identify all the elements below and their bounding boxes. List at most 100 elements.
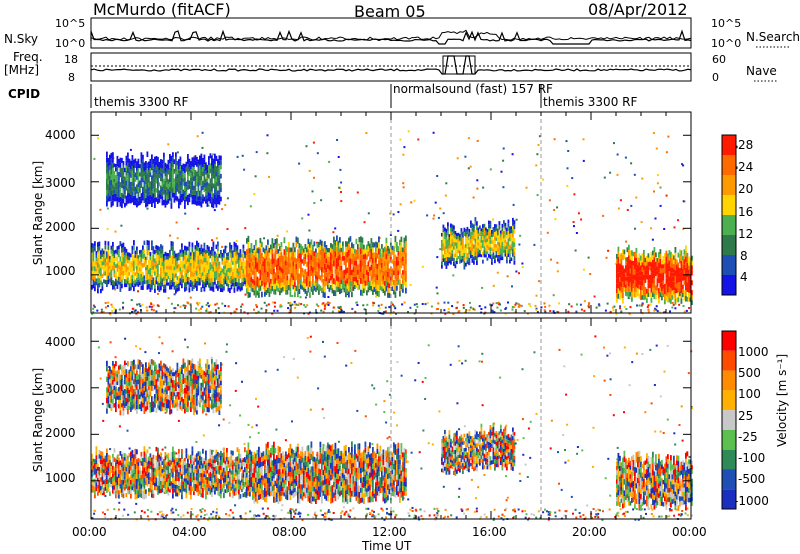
power-echo-cell	[295, 258, 298, 264]
power-speckle	[184, 212, 187, 215]
power-echo-cell	[208, 283, 210, 288]
power-echo-cell	[112, 241, 114, 247]
power-echo-cell	[513, 229, 516, 234]
power-echo-cell	[337, 276, 340, 282]
power-echo-cell	[97, 262, 99, 268]
power-echo-cell	[95, 268, 98, 272]
power-speckle	[566, 167, 569, 170]
power-echo-cell	[241, 261, 243, 266]
power-echo-cell	[145, 263, 147, 267]
power-echo-cell	[316, 257, 319, 262]
power-echo-cell	[253, 275, 256, 281]
power-echo-cell	[476, 260, 478, 265]
power-echo-cell	[128, 271, 131, 276]
power-speckle	[129, 148, 132, 151]
power-speckle	[323, 307, 326, 310]
velocity-speckle	[680, 513, 683, 516]
power-echo-cell	[125, 264, 128, 268]
power-echo-cell	[139, 267, 141, 272]
power-echo-cell	[221, 268, 224, 273]
power-echo-cell	[139, 281, 141, 286]
velocity-speckle	[424, 377, 427, 379]
power-speckle	[472, 196, 475, 199]
power-echo-cell	[203, 257, 206, 263]
power-echo-cell	[218, 280, 221, 285]
power-echo-cell	[184, 287, 186, 292]
power-speckle	[294, 303, 297, 306]
power-echo-cell	[279, 280, 281, 286]
power-speckle	[424, 303, 427, 306]
power-echo-cell	[264, 272, 266, 278]
velocity-speckle	[512, 509, 515, 512]
power-speckle	[518, 304, 521, 307]
power-echo-cell	[280, 277, 283, 283]
power-speckle	[187, 302, 190, 305]
power-echo-cell	[226, 276, 228, 280]
power-echo-cell	[313, 270, 316, 276]
power-speckle	[209, 311, 212, 314]
power-speckle	[421, 265, 424, 268]
power-speckle	[507, 301, 509, 304]
power-echo-cell	[164, 260, 167, 265]
power-echo-cell	[246, 271, 248, 277]
power-echo-cell	[274, 239, 277, 245]
power-echo-cell	[143, 275, 146, 280]
power-speckle	[587, 256, 590, 259]
power-echo-cell	[223, 278, 225, 283]
power-echo-cell	[256, 281, 259, 286]
power-echo-cell	[331, 268, 334, 274]
power-echo-cell	[221, 256, 224, 261]
power-echo-cell	[289, 257, 292, 263]
power-echo-cell	[191, 261, 194, 267]
power-echo-cell	[182, 279, 185, 283]
power-echo-cell	[109, 278, 111, 283]
velocity-speckle	[558, 348, 561, 351]
velocity-speckle	[182, 514, 185, 517]
power-echo-cell	[175, 253, 177, 258]
power-echo-cell	[259, 237, 262, 244]
velocity-speckle	[371, 443, 374, 446]
nsearch-tick-low: 10^0	[711, 37, 742, 50]
power-echo-cell	[212, 266, 215, 272]
power-speckle	[573, 225, 575, 228]
power-echo-cell	[148, 250, 150, 255]
power-echo-cell	[214, 281, 216, 285]
power-speckle	[593, 295, 596, 298]
power-echo-cell	[214, 261, 216, 265]
power-echo-cell	[321, 287, 323, 293]
power-echo-cell	[181, 243, 183, 248]
velocity-speckle	[421, 380, 424, 383]
power-speckle	[492, 218, 494, 221]
power-echo-cell	[166, 269, 168, 273]
power-echo-cell	[265, 290, 268, 295]
power-echo-cell	[172, 264, 174, 269]
power-speckle	[320, 309, 323, 312]
power-echo-cell	[331, 244, 334, 250]
power-echo-cell	[200, 244, 203, 250]
velocity-speckle	[291, 420, 293, 423]
power-echo-cell	[233, 277, 236, 283]
power-speckle	[619, 307, 622, 310]
power-echo-cell	[110, 261, 113, 266]
power-echo-cell	[336, 280, 338, 287]
power-echo-cell	[513, 251, 516, 256]
power-echo-cell	[148, 240, 150, 246]
velocity-speckle	[373, 387, 376, 390]
power-echo-cell	[310, 281, 313, 287]
power-echo-cell	[507, 219, 510, 224]
velocity-speckle	[660, 515, 663, 518]
power-echo-cell	[258, 293, 260, 298]
power-speckle	[201, 131, 204, 134]
power-cbar-tick-0: 28	[738, 138, 754, 152]
velocity-speckle	[519, 480, 522, 482]
power-speckle	[287, 302, 290, 304]
velocity-speckle	[478, 360, 481, 363]
power-echo-cell	[264, 248, 266, 254]
power-echo-cell	[217, 280, 219, 286]
power-echo-cell	[145, 270, 147, 274]
power-echo-cell	[265, 265, 268, 271]
velocity-speckle	[299, 515, 301, 518]
power-echo-cell	[628, 244, 630, 250]
velocity-speckle	[319, 509, 322, 512]
power-echo-cell	[109, 265, 111, 270]
